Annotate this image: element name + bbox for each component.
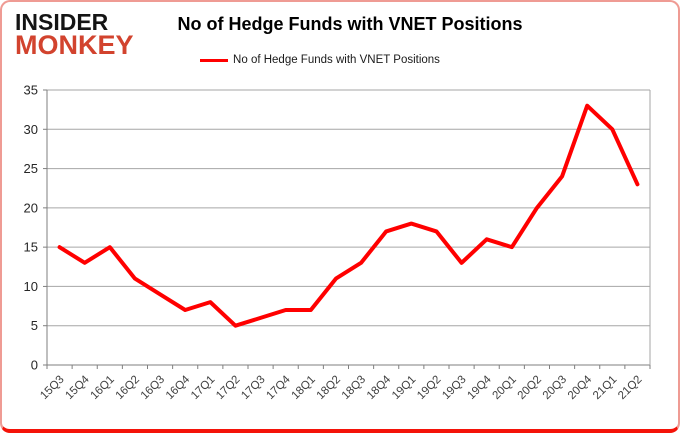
x-tick-label: 17Q3 xyxy=(239,374,267,402)
series-line xyxy=(57,103,640,328)
x-tick-label: 16Q3 xyxy=(139,374,167,402)
x-axis-labels: 15Q315Q416Q116Q216Q316Q417Q117Q217Q317Q4… xyxy=(38,373,644,402)
legend-line-marker xyxy=(200,58,229,62)
x-tick-label: 16Q4 xyxy=(164,373,193,402)
logo-text-insider: INSIDER xyxy=(15,8,109,36)
x-tick-label: 18Q4 xyxy=(365,373,394,402)
y-tick-label: 15 xyxy=(24,240,38,255)
x-tick-label: 21Q2 xyxy=(616,374,644,402)
x-tick-label: 17Q1 xyxy=(189,374,217,402)
legend-series-label: No of Hedge Funds with VNET Positions xyxy=(233,54,440,66)
y-tick-label: 20 xyxy=(24,200,38,215)
x-tick-label: 16Q2 xyxy=(114,374,142,402)
chart-title: No of Hedge Funds with VNET Positions xyxy=(177,14,523,34)
x-tick-label: 18Q3 xyxy=(340,374,368,402)
x-tick-label: 18Q1 xyxy=(290,374,318,402)
x-tick-label: 18Q2 xyxy=(315,374,343,402)
x-tick-label: 15Q4 xyxy=(63,373,92,402)
y-tick-label: 30 xyxy=(24,122,38,137)
x-tick-label: 19Q4 xyxy=(465,373,494,402)
axis-ticks xyxy=(43,89,651,369)
x-tick-label: 17Q4 xyxy=(264,373,293,402)
y-tick-label: 35 xyxy=(24,83,38,98)
x-tick-label: 15Q3 xyxy=(38,374,66,402)
y-tick-label: 5 xyxy=(31,318,38,333)
x-tick-label: 20Q4 xyxy=(566,373,595,402)
y-tick-label: 10 xyxy=(24,279,38,294)
x-tick-label: 16Q1 xyxy=(89,374,117,402)
legend: No of Hedge Funds with VNET Positions xyxy=(2,54,638,66)
x-tick-label: 20Q3 xyxy=(541,374,569,402)
x-tick-label: 19Q3 xyxy=(440,374,468,402)
x-tick-label: 20Q2 xyxy=(516,374,544,402)
gridlines xyxy=(46,89,651,366)
x-tick-label: 17Q2 xyxy=(214,374,242,402)
x-tick-label: 21Q1 xyxy=(591,374,619,402)
x-tick-label: 20Q1 xyxy=(491,374,519,402)
y-tick-label: 25 xyxy=(24,161,38,176)
x-tick-label: 19Q1 xyxy=(390,374,418,402)
y-tick-label: 0 xyxy=(31,358,38,373)
y-axis-labels: 0 5 10 15 20 25 30 35 xyxy=(24,83,38,373)
x-tick-label: 19Q2 xyxy=(415,374,443,402)
insider-monkey-logo: INSIDER MONKEY xyxy=(15,8,134,60)
logo-text-monkey: MONKEY xyxy=(15,30,134,60)
